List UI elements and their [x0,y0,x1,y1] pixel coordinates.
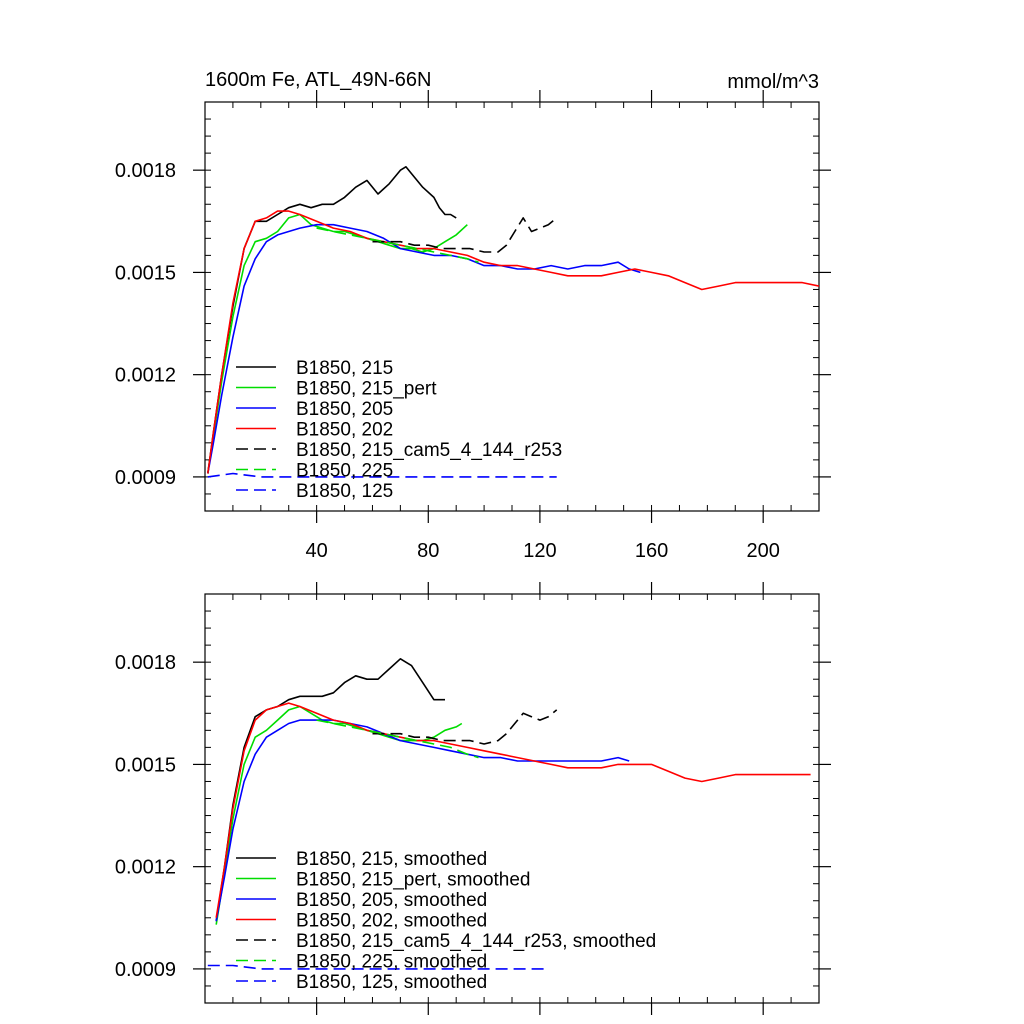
y-tick-label: 0.0009 [115,959,176,981]
legend-label: B1850, 202, smoothed [296,911,487,932]
series-line-b1850-215-pert [207,213,468,474]
plot-frame [204,101,820,512]
y-tick-label: 0.0012 [115,365,176,387]
chart-panel-1: 0.0009 0.0012 0.0015 0.0018 40 80 120 160 200 B18… [115,69,831,562]
legend-label: B1850, 205 [296,399,393,420]
legend-label: B1850, 225, smoothed [296,952,487,973]
minor-ticks [205,102,819,511]
y-tick-label: 0.0018 [115,160,176,182]
series-line-b1850-215-cam5-4-144-r253-smoothed [372,709,558,745]
series-line-b1850-225 [316,227,479,263]
y-tick-label: 0.0018 [115,652,176,674]
units-label: mmol/m^3 [727,71,819,93]
legend-label: B1850, 215, smoothed [296,849,487,870]
series-line-b1850-215-smoothed [215,657,445,922]
major-ticks [193,90,831,523]
y-tick-label: 0.0012 [115,857,176,879]
x-tick-label: 160 [635,540,668,562]
legend-label: B1850, 125 [296,481,393,502]
legend-label: B1850, 225 [296,461,393,482]
major-ticks [193,582,831,1015]
legend-label: B1850, 205, smoothed [296,890,487,911]
series-line-b1850-125 [207,472,557,478]
x-tick-label: 80 [417,540,439,562]
series-line-b1850-205 [207,223,641,474]
legend-label: B1850, 202 [296,420,393,441]
legend-label: B1850, 215_pert [296,379,437,400]
legend-label: B1850, 215 [296,358,393,379]
x-tick-label: 120 [523,540,556,562]
x-tick-label: 200 [746,540,779,562]
chart-panel-2: 0.0009 0.0012 0.0015 0.0018 B1850, 215, smoo… [115,582,831,1015]
legend-label: B1850, 215_pert, smoothed [296,870,531,891]
series-line-b1850-125-smoothed [207,964,549,970]
legend-label: B1850, 215_cam5_4_144_r253 [296,440,562,461]
series-group [207,657,811,970]
legend-label: B1850, 125, smoothed [296,972,487,993]
series-line-b1850-205-smoothed [215,719,630,922]
y-tick-label: 0.0015 [115,262,176,284]
series-line-b1850-202-smoothed [215,702,811,918]
series-group [207,166,819,478]
chart-title: 1600m Fe, ATL_49N-66N [205,69,431,91]
y-tick-label: 0.0009 [115,467,176,489]
y-tick-label: 0.0015 [115,754,176,776]
series-line-b1850-215-cam5-4-144-r253 [372,217,558,253]
series-line-b1850-202 [207,210,819,474]
x-tick-label: 40 [306,540,328,562]
minor-ticks [205,594,819,1003]
legend-label: B1850, 215_cam5_4_144_r253, smoothed [296,931,656,952]
series-line-b1850-225-smoothed [316,719,479,759]
plot-frame [204,593,820,1004]
